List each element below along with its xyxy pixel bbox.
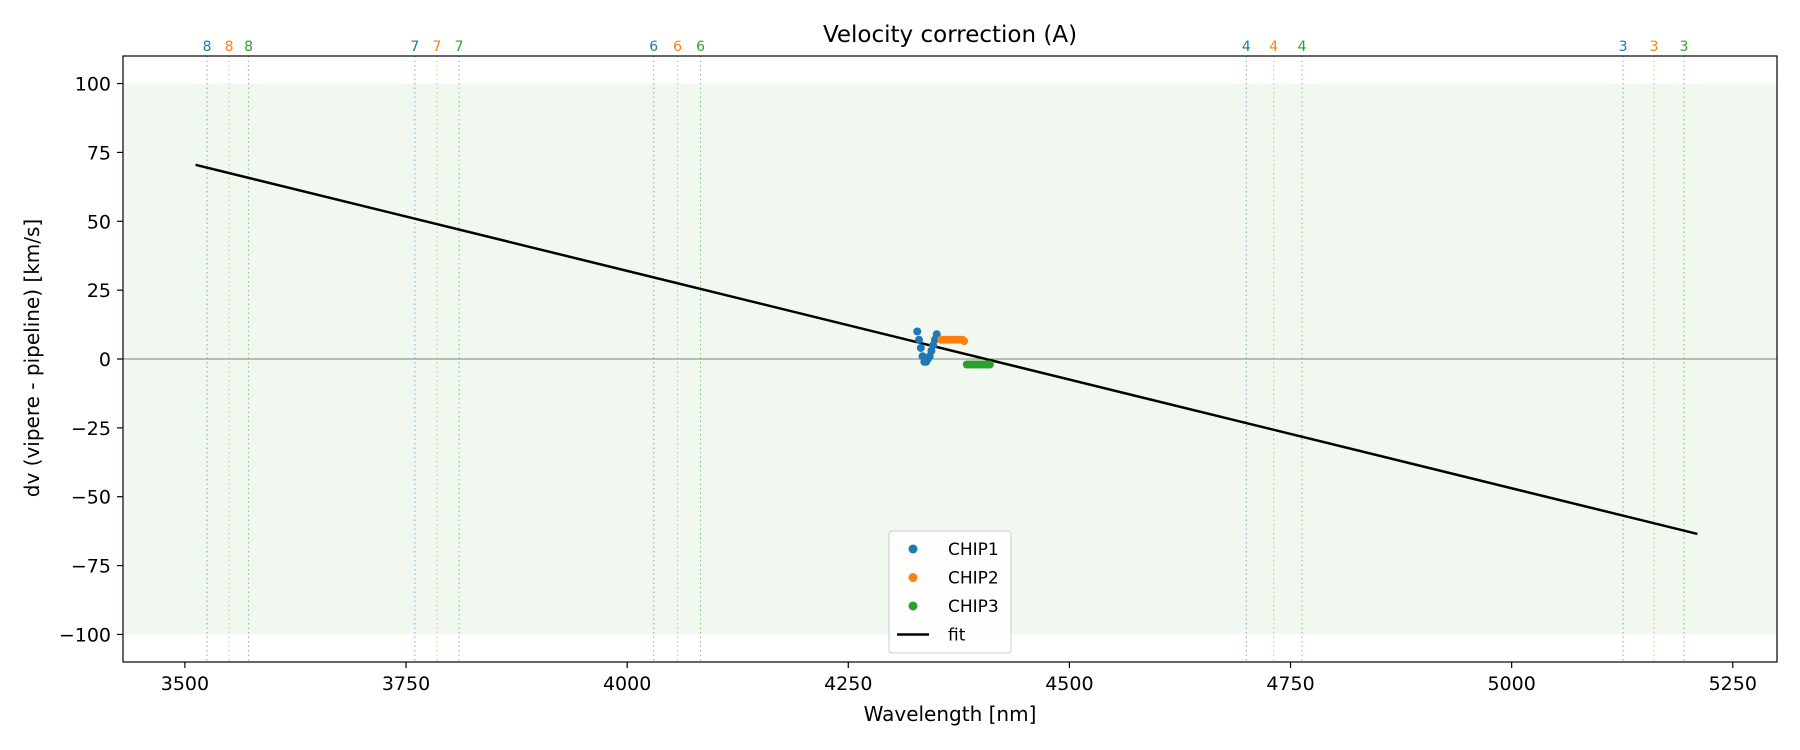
y-tick-label: 25 [87,280,111,302]
legend: CHIP1 CHIP2 CHIP3 fit [888,530,1012,654]
legend-box [888,530,1012,654]
x-axis-title: Wavelength [nm] [864,702,1037,726]
data-point [915,335,924,344]
series-chip3 [962,360,994,369]
order-marker-label: 3 [1650,39,1659,55]
y-tick-label: −25 [71,418,111,440]
order-marker-label: 7 [410,39,419,55]
order-marker-label: 8 [244,39,253,55]
fit-line [195,163,1698,536]
x-tick-label: 4750 [1266,673,1314,695]
order-marker-label: 7 [433,39,442,55]
order-marker-label: 6 [649,39,658,55]
y-tick-label: 0 [99,349,111,371]
order-marker-label: 8 [225,39,234,55]
order-marker-label: 7 [455,39,464,55]
data-point [960,337,969,346]
y-tick-label: −75 [71,556,111,578]
axes: 3500 3750 4000 4250 4500 4750 5000 5250 −100 −75 −… [59,55,1778,695]
x-tick-label: 5000 [1487,673,1535,695]
x-tick-label: 4500 [1045,673,1093,695]
order-marker-label: 4 [1242,39,1251,55]
x-tick-label: 3750 [382,673,430,695]
y-tick-label: −50 [71,487,111,509]
data-point [932,330,941,339]
order-marker-label: 4 [1269,39,1278,55]
order-marker-label: 4 [1298,39,1307,55]
y-tick-label: 75 [87,142,111,164]
y-tick-label: 50 [87,211,111,233]
legend-fit-label: fit [948,626,966,646]
legend-chip1-label: CHIP1 [948,540,999,560]
data-point [913,327,922,336]
order-marker-label: 6 [696,39,705,55]
y-tick-label: 100 [75,74,111,96]
x-tick-label: 5250 [1709,673,1757,695]
legend-chip3-label: CHIP3 [948,597,999,617]
legend-chip2-swatch [908,573,918,582]
x-tick-label: 4000 [603,673,651,695]
order-marker-label: 3 [1680,39,1689,55]
order-marker-label: 8 [203,39,212,55]
y-axis-title: dv (vipere - pipeline) [km/s] [20,219,44,497]
order-marker-label: 3 [1619,39,1628,55]
series-chip1 [913,327,941,366]
x-tick-label: 4250 [824,673,872,695]
data-point [985,360,994,369]
legend-chip1-swatch [908,544,918,554]
series-chip2 [937,335,969,346]
data-point [916,343,925,352]
order-marker-label: 6 [673,39,682,55]
chart-title: Velocity correction (A) [823,22,1077,48]
y-tick-label: −100 [59,624,111,646]
legend-chip2-label: CHIP2 [948,569,999,589]
x-tick-label: 3500 [161,673,209,695]
legend-chip3-swatch [908,601,918,611]
